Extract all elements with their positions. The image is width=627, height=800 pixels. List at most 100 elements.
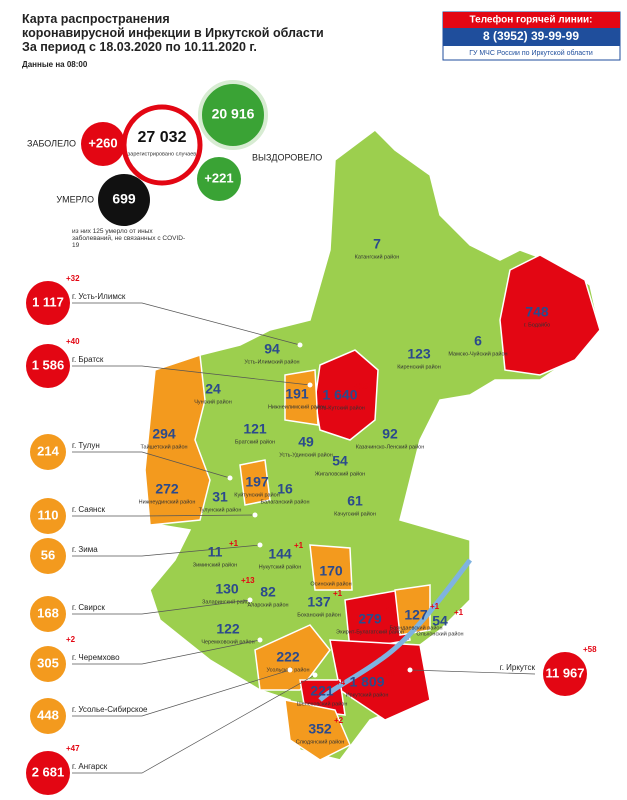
city-delta: +58 (583, 645, 597, 654)
city-value: 305 (37, 655, 59, 670)
district-name: Нижнеилимский район (268, 403, 326, 410)
district-value: 127 (404, 607, 428, 623)
district-value: 1 809 (349, 674, 384, 690)
recovered-label: ВЫЗДОРОВЕЛО (252, 152, 322, 162)
district-value: 49 (298, 434, 314, 450)
leader-line (72, 451, 231, 479)
district-area (254, 624, 331, 691)
district-value: 221 (310, 683, 334, 699)
city-circle (30, 434, 66, 470)
hotline-title: Телефон горячей линии: (470, 14, 593, 26)
city-dot (252, 512, 258, 518)
district-name: Баяндаевский район (390, 624, 443, 631)
district-name: Куйтунский район (234, 491, 280, 498)
hotline-phone-bar (443, 28, 620, 46)
hotline-bar (443, 12, 620, 28)
district-value: 191 (285, 386, 309, 402)
city-value: 1 586 (32, 357, 65, 372)
lake (318, 558, 472, 702)
leader-line (72, 302, 301, 346)
total-circle (121, 104, 203, 186)
city-dot (297, 342, 303, 348)
total-value: 27 032 (138, 129, 187, 146)
district-value: 54 (432, 613, 448, 629)
district-name: Чунский район (194, 398, 232, 405)
district-value: 31 (212, 489, 228, 505)
deaths-label: УМЕРЛО (56, 194, 94, 204)
city-circle (30, 698, 66, 734)
district-value: 144 (268, 546, 292, 562)
recovered-delta: +221 (204, 170, 233, 185)
city-name: г. Ангарск (72, 762, 108, 771)
deaths-note: из них 125 умерло от иных заболеваний, н… (72, 228, 186, 249)
district-delta: +1 (333, 589, 343, 598)
district-name: Зиминский район (193, 561, 237, 568)
leader-line (72, 669, 291, 717)
district-value: 170 (319, 563, 343, 579)
city-circle (26, 281, 70, 325)
district-value: 294 (152, 426, 176, 442)
city-name: г. Иркутск (500, 663, 536, 672)
city-circle (26, 751, 70, 795)
city-delta: +47 (66, 744, 80, 753)
district-area (499, 254, 601, 376)
district-name: Усть-Удинский район (279, 451, 333, 458)
deaths-circle (98, 174, 150, 226)
leader-line (72, 514, 256, 517)
district-value: 222 (276, 649, 300, 665)
district-area (284, 699, 351, 761)
city-value: 2 681 (32, 764, 65, 779)
city-circle (26, 344, 70, 388)
title-line: коронавирусной инфекции в Иркутской обла… (22, 26, 324, 40)
district-area (144, 353, 211, 526)
district-delta: +31 (381, 669, 395, 678)
leader-line (72, 639, 261, 665)
district-value: 279 (358, 611, 382, 627)
district-name: Тулунский район (199, 506, 242, 513)
city-value: 56 (41, 547, 55, 562)
city-value: 168 (37, 605, 59, 620)
leader-line (72, 365, 311, 386)
recovered-value: 20 916 (212, 106, 255, 122)
district-name: Усть-Кутский район (315, 404, 365, 411)
district-name: Мамско-Чуйский район (448, 350, 507, 357)
city-circle (30, 498, 66, 534)
district-value: 137 (307, 594, 331, 610)
district-value: 272 (155, 481, 179, 497)
city-dot (307, 382, 313, 388)
district-name: Слюдянский район (296, 738, 345, 745)
district-value: 61 (347, 493, 363, 509)
district-value: 94 (264, 341, 280, 357)
city-dot (257, 542, 263, 548)
district-delta: +7 (384, 606, 394, 615)
city-name: г. Усолье-Сибирское (72, 705, 148, 714)
district-value: 1 640 (322, 387, 357, 403)
district-delta: +15 (354, 382, 368, 391)
district-name: Катангский район (355, 253, 400, 260)
city-delta: +40 (66, 337, 80, 346)
district-value: 7 (373, 236, 381, 252)
deaths-value: 699 (112, 191, 136, 207)
district-name: Братский район (235, 438, 275, 445)
district-value: 122 (216, 621, 240, 637)
infected-delta: +260 (88, 135, 117, 150)
district-name: Жигаловский район (315, 470, 365, 477)
leader-line (72, 599, 251, 615)
district-name: Осинский район (310, 580, 351, 587)
city-dot (257, 637, 263, 643)
district-value: 748 (525, 304, 549, 320)
district-name: Качугский район (334, 510, 376, 517)
district-value: 6 (474, 333, 482, 349)
city-dot (247, 597, 253, 603)
district-name: Ольхонский район (416, 630, 463, 637)
district-delta: +1 (430, 602, 440, 611)
district-value: 11 (208, 544, 223, 560)
district-value: 24 (205, 381, 221, 397)
city-value: 11 967 (545, 665, 584, 680)
leader-line (72, 544, 261, 557)
leader-line (72, 674, 316, 774)
city-name: г. Тулун (72, 441, 100, 450)
city-value: 110 (38, 507, 59, 522)
